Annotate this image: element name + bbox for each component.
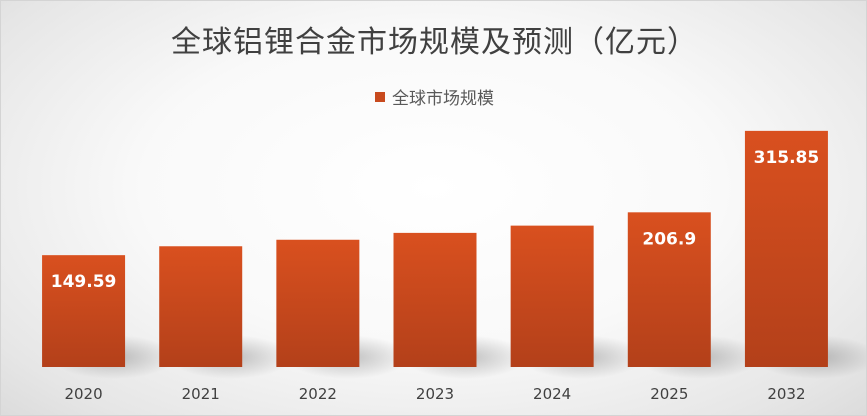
x-axis-tick-labels: 2020 2021 2022 2023 2024 2025 2032: [64, 385, 805, 403]
data-label-2020: 149.59: [51, 272, 117, 292]
x-tick-label-2020: 2020: [64, 385, 102, 403]
x-tick-label-2024: 2024: [533, 385, 571, 403]
bar-2025: [627, 212, 711, 367]
bar-2024: [510, 225, 594, 367]
chart-title: 全球铝锂合金市场规模及预测（亿元）: [171, 25, 698, 60]
data-label-2025: 206.9: [642, 229, 696, 249]
data-labels: 149.59 206.9 315.85: [51, 148, 819, 292]
bars: [42, 130, 828, 367]
x-tick-label-2021: 2021: [182, 385, 220, 403]
bar-2023: [393, 232, 477, 367]
x-tick-label-2032: 2032: [767, 385, 805, 403]
legend-label: 全球市场规模: [392, 89, 494, 109]
x-tick-label-2025: 2025: [650, 385, 688, 403]
bar-2021: [159, 246, 243, 367]
legend-swatch: [375, 91, 385, 102]
x-tick-label-2023: 2023: [416, 385, 454, 403]
data-label-2032: 315.85: [754, 148, 820, 168]
bar-2020: [42, 255, 126, 367]
bar-2022: [276, 239, 360, 367]
x-tick-label-2022: 2022: [299, 385, 337, 403]
legend: 全球市场规模: [1, 84, 867, 109]
bar-2032: [744, 130, 828, 367]
